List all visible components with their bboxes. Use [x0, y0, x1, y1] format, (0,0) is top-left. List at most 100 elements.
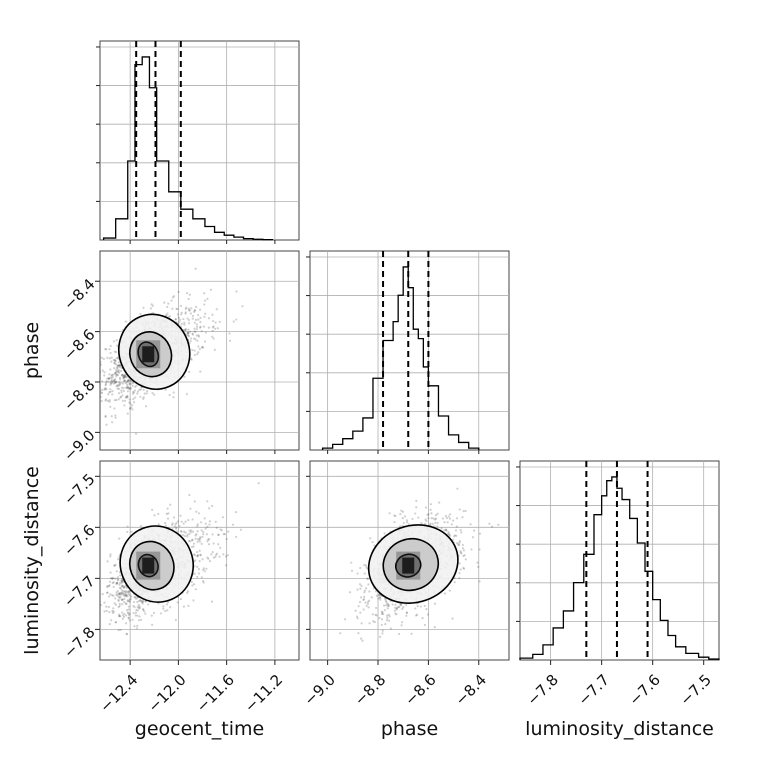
sample-point — [371, 613, 374, 616]
sample-point — [120, 373, 124, 377]
sample-point — [139, 599, 143, 603]
sample-point — [459, 529, 462, 532]
sample-point — [138, 619, 141, 622]
sample-point — [203, 299, 207, 302]
sample-point — [125, 386, 128, 389]
sample-point — [97, 402, 99, 404]
sample-point — [128, 590, 131, 593]
sample-point — [186, 331, 190, 334]
x-tick-label: −7.6 — [625, 671, 663, 709]
sample-point — [196, 325, 199, 328]
sample-point — [120, 598, 123, 601]
sample-point — [445, 516, 448, 520]
sample-point — [124, 593, 127, 596]
sample-point — [127, 378, 130, 382]
sample-point — [119, 615, 122, 618]
sample-point — [186, 317, 189, 320]
sample-point — [125, 632, 128, 635]
sample-point — [116, 578, 119, 581]
sample-point — [380, 623, 383, 627]
sample-point — [120, 592, 123, 595]
sample-point — [133, 625, 136, 628]
sample-point — [190, 545, 194, 549]
sample-point — [379, 596, 382, 599]
sample-point — [192, 599, 195, 602]
sample-point — [119, 364, 122, 367]
x-axis-label-phase: phase — [381, 718, 438, 740]
sample-point — [401, 516, 404, 520]
sample-point — [114, 371, 117, 375]
sample-point — [179, 514, 182, 517]
sample-point — [384, 598, 387, 601]
sample-point — [186, 332, 189, 335]
sample-point — [118, 596, 121, 600]
histogram-panel-phase — [306, 250, 510, 451]
sample-point — [153, 514, 156, 517]
scatter-panel-geocent_time-vs-luminosity_distance — [99, 460, 300, 661]
sample-point — [112, 382, 115, 385]
sample-point — [460, 531, 463, 534]
histogram-panel-luminosity_distance — [516, 460, 720, 661]
sample-point — [138, 607, 141, 610]
sample-point — [416, 604, 419, 608]
sample-point — [199, 537, 202, 540]
sample-point — [183, 530, 186, 533]
sample-point — [116, 366, 119, 369]
sample-point — [202, 533, 205, 536]
sample-point — [118, 383, 121, 387]
sample-point — [131, 618, 134, 621]
sample-point — [147, 603, 150, 606]
sample-point — [123, 374, 126, 377]
sample-point — [363, 563, 366, 567]
sample-point — [208, 520, 211, 523]
x-axis-label-geocent_time: geocent_time — [135, 718, 264, 740]
sample-point — [478, 580, 481, 583]
sample-point — [232, 320, 235, 323]
sample-point — [134, 611, 138, 614]
sample-point — [113, 602, 116, 605]
sample-point — [110, 382, 113, 385]
sample-point — [115, 593, 118, 596]
sample-point — [117, 385, 120, 388]
sample-point — [108, 357, 111, 360]
sample-point — [127, 386, 131, 390]
sample-point — [194, 534, 197, 537]
sample-point — [118, 366, 121, 369]
sample-point — [446, 521, 449, 524]
sample-point — [144, 405, 148, 408]
sample-point — [124, 375, 127, 378]
sample-point — [126, 599, 129, 602]
sample-point — [123, 374, 126, 377]
sample-point — [187, 318, 191, 322]
sample-point — [375, 614, 378, 617]
sample-point — [133, 606, 136, 609]
sample-point — [179, 318, 182, 321]
sample-point — [128, 598, 131, 601]
sample-point — [224, 564, 228, 567]
sample-point — [136, 609, 139, 612]
sample-point — [128, 407, 132, 410]
sample-point — [116, 364, 119, 367]
sample-point — [145, 392, 148, 395]
sample-point — [177, 520, 180, 523]
sample-point — [164, 524, 168, 527]
sample-point — [113, 407, 116, 410]
sample-point — [115, 452, 117, 454]
sample-point — [126, 595, 129, 598]
sample-point — [427, 513, 430, 516]
sample-point — [117, 364, 120, 367]
sample-point — [400, 624, 403, 627]
sample-point — [368, 599, 371, 602]
sample-point — [108, 400, 111, 403]
sample-point — [118, 583, 121, 586]
sample-point — [141, 601, 144, 604]
sample-point — [378, 616, 381, 620]
sample-point — [194, 588, 197, 591]
sample-point — [189, 357, 193, 360]
sample-point — [111, 577, 114, 580]
sample-point — [202, 325, 205, 328]
sample-point — [100, 391, 104, 395]
sample-point — [121, 598, 124, 601]
sample-point — [125, 586, 128, 589]
sample-point — [355, 615, 359, 618]
